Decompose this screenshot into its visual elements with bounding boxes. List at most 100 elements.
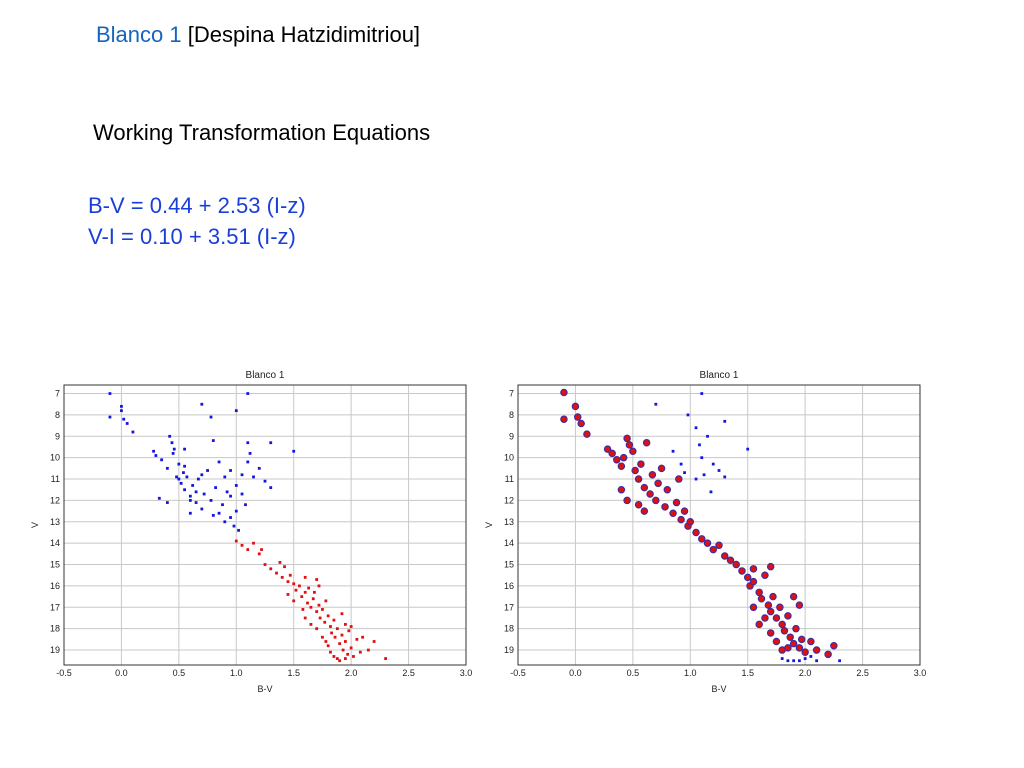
data-point <box>246 548 250 551</box>
data-point <box>240 473 244 477</box>
y-tick-label: 10 <box>504 453 514 463</box>
data-point <box>789 592 798 601</box>
data-point <box>240 492 244 496</box>
data-point <box>160 458 164 462</box>
data-point <box>292 449 296 453</box>
data-point <box>120 409 123 413</box>
data-point <box>225 490 229 494</box>
data-point <box>200 402 204 406</box>
data-point <box>789 639 798 648</box>
data-point <box>188 494 192 498</box>
data-point <box>801 648 809 656</box>
y-tick-label: 15 <box>504 560 514 570</box>
data-point <box>315 610 319 613</box>
equation-v-i: V-I = 0.10 + 3.51 (I-z) <box>88 224 296 249</box>
data-point <box>311 597 315 601</box>
data-point <box>194 501 198 504</box>
data-point <box>309 622 313 626</box>
data-point <box>246 441 250 445</box>
data-point <box>671 449 675 453</box>
y-tick-label: 9 <box>509 431 514 441</box>
data-point <box>795 644 804 652</box>
data-point <box>715 541 723 550</box>
data-point <box>346 652 350 656</box>
data-point <box>634 500 643 509</box>
data-point <box>152 449 155 453</box>
data-point <box>326 644 330 648</box>
data-point <box>108 415 112 419</box>
plot-frame <box>517 384 921 666</box>
data-point <box>229 516 232 519</box>
data-point <box>329 625 332 628</box>
data-point <box>717 469 721 472</box>
data-point <box>246 392 250 395</box>
data-point <box>764 601 773 609</box>
x-tick-label: 2.5 <box>856 668 869 678</box>
data-point <box>214 486 218 489</box>
data-point <box>795 601 804 609</box>
data-point <box>240 543 244 547</box>
data-point <box>603 445 612 453</box>
y-axis-label: V <box>484 522 494 528</box>
data-point <box>812 646 821 654</box>
data-point <box>335 627 339 631</box>
data-point <box>183 447 186 451</box>
y-tick-label: 7 <box>509 389 514 399</box>
data-point <box>366 648 370 652</box>
data-point <box>700 456 704 460</box>
data-point <box>784 612 792 620</box>
data-point <box>330 631 334 635</box>
data-point <box>154 454 158 457</box>
data-point <box>211 439 215 442</box>
data-point <box>672 498 681 507</box>
y-tick-label: 19 <box>504 645 514 655</box>
data-point <box>263 563 267 566</box>
y-tick-label: 19 <box>50 645 60 655</box>
data-point <box>318 616 322 620</box>
scatter-chart-svg: -0.5 0.0 0.5 1.0 1.5 2.0 2.5 3.0 7 8 9 10 11 12 13 14 15… <box>30 370 472 694</box>
data-point <box>170 441 174 445</box>
data-point <box>726 556 735 565</box>
data-point <box>723 419 727 423</box>
y-tick-label: 12 <box>504 495 514 505</box>
data-point <box>372 640 376 643</box>
x-tick-label: 0.5 <box>173 668 186 678</box>
data-point <box>749 565 758 573</box>
data-point <box>324 640 328 643</box>
data-point <box>244 503 247 507</box>
plot-area <box>64 385 466 665</box>
data-point <box>257 466 261 470</box>
data-point <box>807 637 815 646</box>
y-tick-label: 18 <box>50 624 60 634</box>
data-point <box>786 633 794 641</box>
data-point <box>175 475 178 479</box>
data-point <box>125 422 129 425</box>
data-point <box>177 462 181 466</box>
data-point <box>711 462 715 466</box>
data-point <box>280 575 284 579</box>
data-point <box>631 466 639 475</box>
data-point <box>838 659 841 663</box>
data-point <box>269 486 273 489</box>
data-point <box>780 657 784 660</box>
data-point <box>283 565 286 569</box>
data-point <box>288 573 292 577</box>
y-tick-label: 14 <box>50 538 60 548</box>
data-point <box>349 646 353 650</box>
data-point <box>229 469 232 472</box>
data-point <box>629 447 637 456</box>
y-tick-label: 16 <box>504 581 514 591</box>
x-tick-label: 3.0 <box>914 668 927 678</box>
data-point <box>182 471 185 475</box>
y-tick-label: 13 <box>50 517 60 527</box>
data-point <box>347 629 351 633</box>
data-point <box>803 657 807 660</box>
cmd-plot-left: -0.5 0.0 0.5 1.0 1.5 2.0 2.5 3.0 7 8 9 10 11 12 13 14 15… <box>22 360 492 700</box>
data-point <box>686 518 695 526</box>
x-tick-label: 0.0 <box>569 668 582 678</box>
data-point <box>654 402 658 406</box>
data-point <box>286 580 290 584</box>
data-point <box>209 415 213 419</box>
data-point <box>642 438 651 447</box>
data-point <box>202 492 206 496</box>
